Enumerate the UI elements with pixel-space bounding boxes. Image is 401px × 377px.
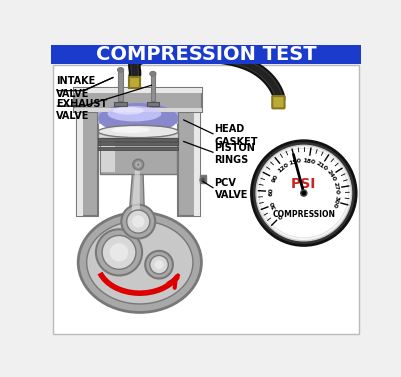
Bar xyxy=(150,74,155,101)
Circle shape xyxy=(145,251,172,279)
Ellipse shape xyxy=(78,212,201,313)
Bar xyxy=(98,142,178,146)
Circle shape xyxy=(154,260,163,269)
Ellipse shape xyxy=(98,125,178,138)
Text: COMPRESSION TEST: COMPRESSION TEST xyxy=(95,45,316,64)
Bar xyxy=(101,140,115,172)
Text: PISTON
RINGS: PISTON RINGS xyxy=(214,143,255,165)
Bar xyxy=(74,108,202,112)
Circle shape xyxy=(133,159,143,170)
Bar xyxy=(193,108,199,216)
Circle shape xyxy=(199,177,206,183)
Polygon shape xyxy=(131,168,140,220)
Text: PSI: PSI xyxy=(290,177,316,191)
Bar xyxy=(129,77,140,87)
Text: 150: 150 xyxy=(288,158,302,166)
Bar xyxy=(77,108,83,216)
Bar xyxy=(118,70,123,101)
Text: 90: 90 xyxy=(270,173,278,183)
Bar xyxy=(146,102,159,106)
Circle shape xyxy=(259,149,348,238)
Bar xyxy=(178,108,199,216)
Text: 300: 300 xyxy=(330,195,338,208)
Circle shape xyxy=(251,141,355,245)
Ellipse shape xyxy=(113,107,143,115)
Bar xyxy=(98,138,178,141)
Bar xyxy=(74,87,202,93)
Text: PCV
VALVE: PCV VALVE xyxy=(214,178,247,201)
Text: COMPRESSION: COMPRESSION xyxy=(271,210,334,219)
Ellipse shape xyxy=(107,106,161,121)
Ellipse shape xyxy=(98,103,178,134)
Text: HEAD
GASKET: HEAD GASKET xyxy=(214,124,257,147)
Ellipse shape xyxy=(150,71,156,76)
Text: EXHAUST
VALVE: EXHAUST VALVE xyxy=(56,99,107,121)
Bar xyxy=(98,108,178,124)
Bar xyxy=(51,45,360,64)
Circle shape xyxy=(132,215,144,228)
Circle shape xyxy=(96,229,142,276)
Ellipse shape xyxy=(111,127,150,133)
Text: 210: 210 xyxy=(314,160,328,172)
Text: 240: 240 xyxy=(324,169,336,182)
Polygon shape xyxy=(129,168,147,222)
Ellipse shape xyxy=(87,221,192,304)
Bar xyxy=(74,87,202,112)
Text: 120: 120 xyxy=(276,162,290,174)
Text: INTAKE
VALVE: INTAKE VALVE xyxy=(56,77,95,99)
Bar xyxy=(199,175,206,183)
Text: 60: 60 xyxy=(268,187,273,196)
Bar xyxy=(98,147,178,150)
FancyBboxPatch shape xyxy=(271,96,284,108)
Circle shape xyxy=(137,164,139,166)
Bar xyxy=(114,102,126,106)
Text: 180: 180 xyxy=(301,158,315,165)
Circle shape xyxy=(109,243,128,262)
Bar xyxy=(129,77,140,87)
Circle shape xyxy=(102,235,136,269)
Circle shape xyxy=(135,161,141,168)
Circle shape xyxy=(150,256,168,274)
Bar xyxy=(130,78,138,86)
Circle shape xyxy=(126,210,150,233)
Ellipse shape xyxy=(117,67,124,72)
Circle shape xyxy=(255,146,351,241)
Bar xyxy=(99,138,176,174)
Text: 30: 30 xyxy=(269,200,277,210)
Text: 270: 270 xyxy=(332,181,338,195)
Bar xyxy=(98,132,178,146)
Circle shape xyxy=(121,205,155,239)
Circle shape xyxy=(300,190,306,196)
Bar xyxy=(77,108,98,216)
Text: 0: 0 xyxy=(277,213,284,219)
